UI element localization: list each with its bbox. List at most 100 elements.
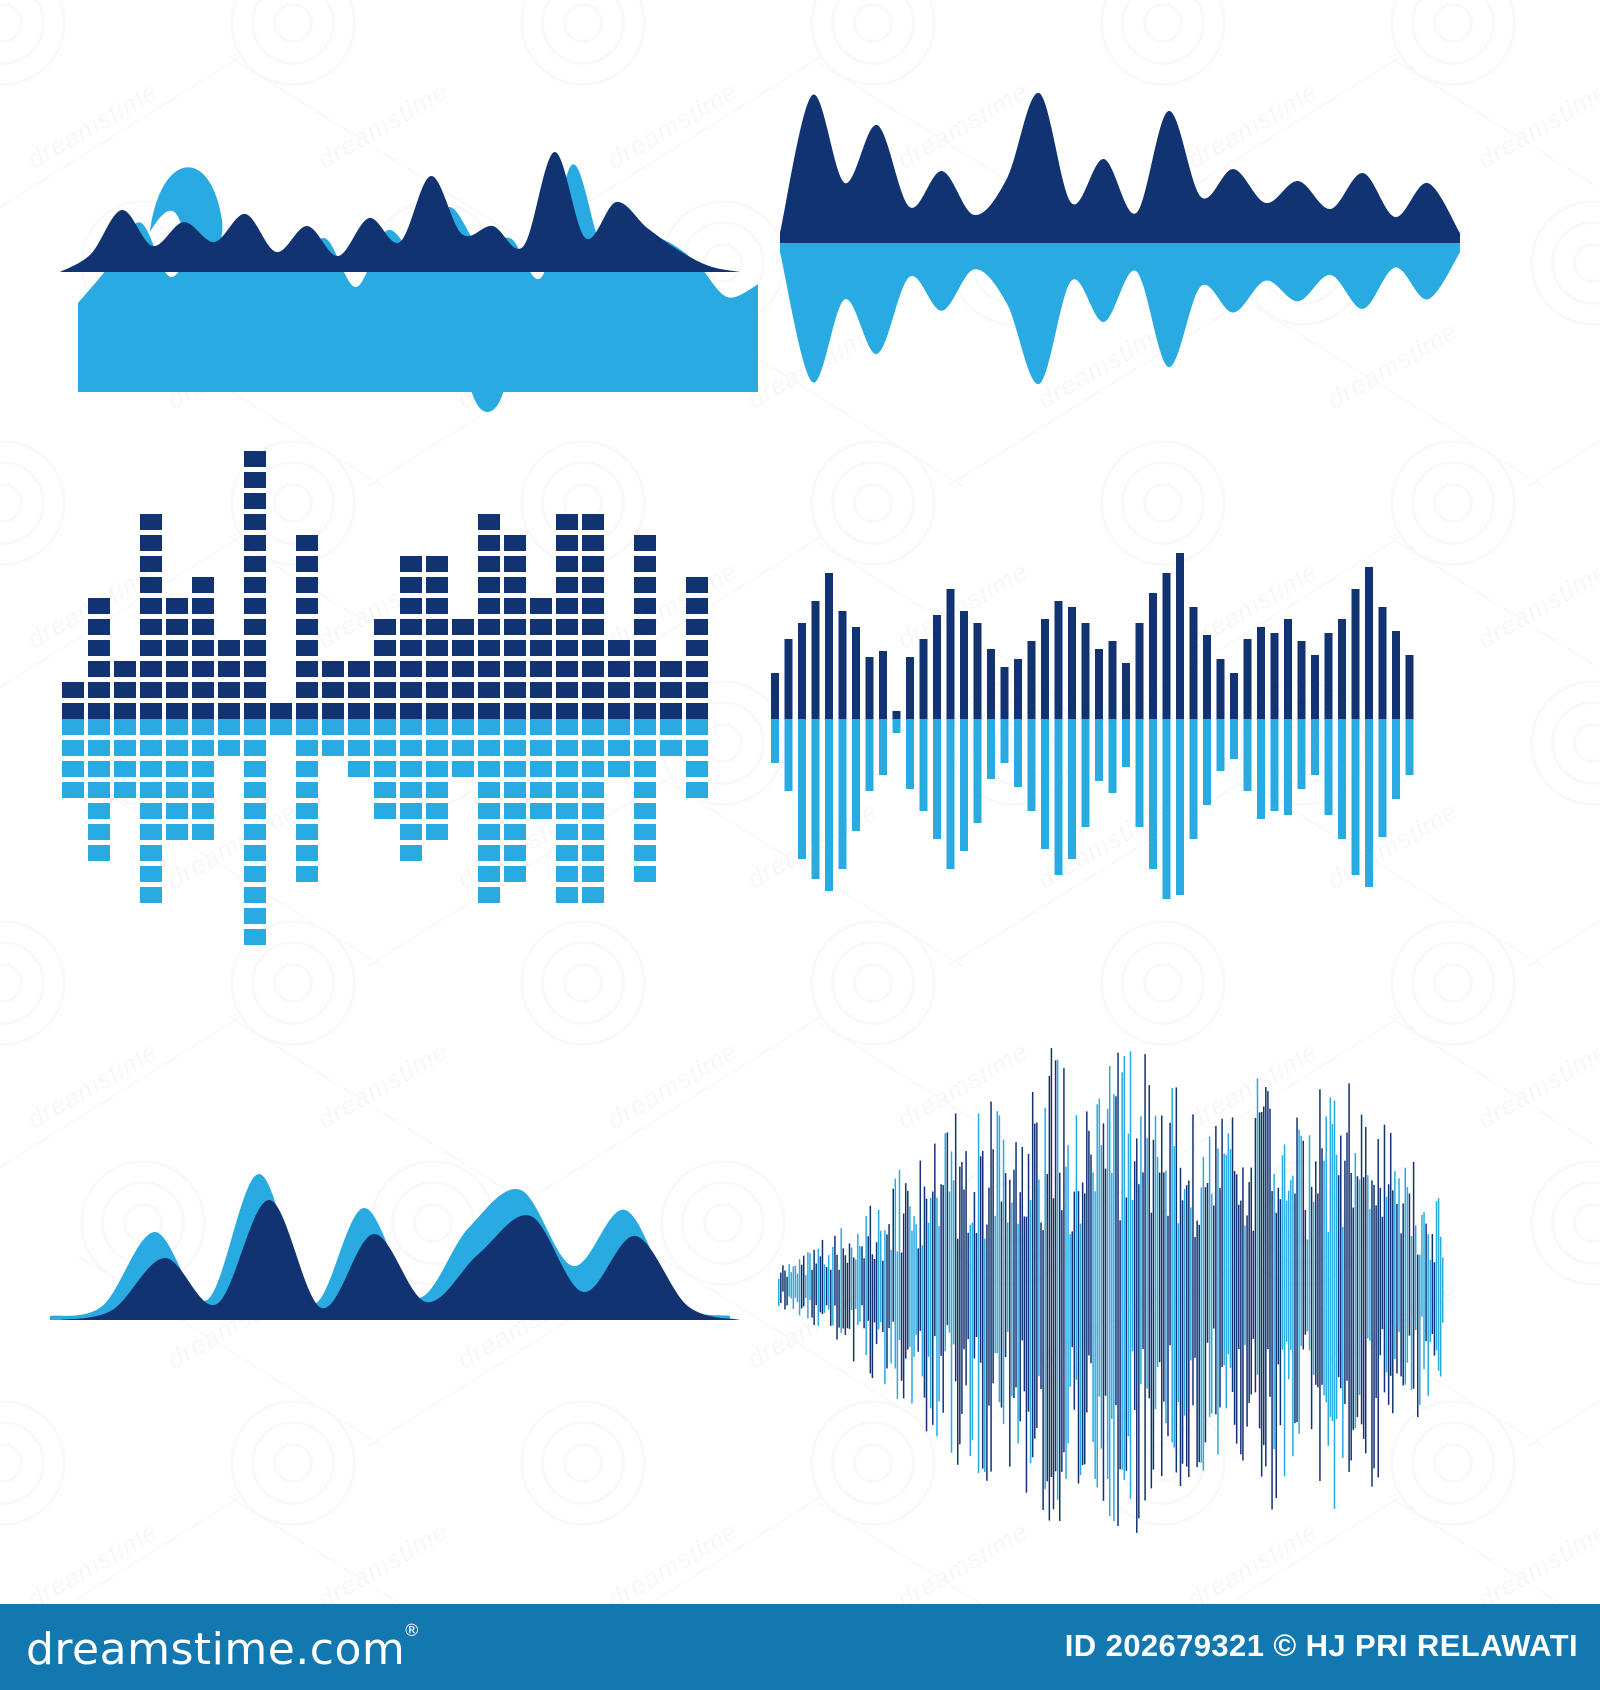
oscilloscope-line-light <box>984 1238 986 1473</box>
equalizer-block-navy <box>218 661 240 677</box>
equalizer-block-navy <box>452 661 474 677</box>
equalizer-column-down <box>374 719 396 819</box>
equalizer-block-light <box>478 782 500 798</box>
oscilloscope-line-navy <box>992 1149 994 1384</box>
equalizer-block-navy <box>296 556 318 572</box>
equalizer-block-navy <box>582 598 604 614</box>
thin-bar-light <box>960 719 968 851</box>
equalizer-block-navy <box>140 640 162 656</box>
equalizer-block-navy <box>62 682 84 698</box>
oscilloscope-line-navy <box>846 1262 849 1329</box>
equalizer-block-navy <box>400 619 422 635</box>
thin-bar-light <box>933 719 941 839</box>
thin-bar-navy <box>879 651 887 719</box>
equalizer-block-light <box>556 719 578 735</box>
equalizer-block-navy <box>452 682 474 698</box>
oscilloscope-line-light <box>971 1222 974 1441</box>
oscilloscope-line-navy <box>1381 1216 1384 1330</box>
oscilloscope-line-navy <box>1004 1173 1007 1358</box>
oscilloscope-line-navy <box>919 1160 922 1331</box>
oscilloscope-line-navy <box>1356 1176 1359 1418</box>
oscilloscope-line-navy <box>1242 1167 1244 1461</box>
equalizer-block-navy <box>686 577 708 593</box>
equalizer-block-navy <box>374 619 396 635</box>
equalizer-block-light <box>244 782 266 798</box>
registered-mark-icon: ® <box>403 1621 421 1641</box>
oscilloscope-line-light <box>823 1264 826 1313</box>
oscilloscope-line-light <box>855 1259 857 1309</box>
oscilloscope-line-light <box>1056 1059 1059 1500</box>
oscilloscope-line-navy <box>1231 1117 1234 1392</box>
equalizer-block-light <box>114 719 136 735</box>
oscilloscope-line-light <box>1325 1116 1327 1403</box>
equalizer-block-navy <box>374 703 396 719</box>
oscilloscope-line-navy <box>1344 1160 1346 1405</box>
equalizer-block-navy <box>244 451 266 467</box>
watermark-text: dreamstime <box>602 1035 744 1135</box>
oscilloscope-line-light <box>1075 1115 1078 1380</box>
equalizer-block-light <box>140 824 162 840</box>
oscilloscope-line-light <box>1223 1153 1225 1366</box>
oscilloscope-line-light <box>1292 1175 1294 1457</box>
equalizer-block-light <box>582 740 604 756</box>
equalizer-block-light <box>400 803 422 819</box>
equalizer-block-light <box>166 803 188 819</box>
thin-bar-light <box>1338 719 1346 839</box>
oscilloscope-line-navy <box>1054 1060 1057 1472</box>
equalizer-block-navy <box>296 598 318 614</box>
oscilloscope-line-navy <box>1240 1200 1242 1455</box>
equalizer-block-navy <box>686 640 708 656</box>
equalizer-column-down <box>686 719 708 798</box>
equalizer-block-navy <box>530 661 552 677</box>
oscilloscope-line-light <box>859 1246 861 1322</box>
equalizer-block-navy <box>114 661 136 677</box>
equalizer-block-navy <box>166 661 188 677</box>
equalizer-block-navy <box>166 640 188 656</box>
equalizer-block-light <box>218 719 240 735</box>
mirror-wave-lower <box>780 243 1460 385</box>
thin-bar-light <box>1230 719 1238 759</box>
oscilloscope-line-light <box>929 1197 932 1409</box>
equalizer-block-light <box>634 824 656 840</box>
thin-bar-light <box>771 719 779 763</box>
oscilloscope-line-navy <box>1277 1187 1280 1365</box>
oscilloscope-line-navy <box>1238 1204 1240 1350</box>
oscilloscope-line-light <box>827 1255 830 1310</box>
thin-bar-navy <box>906 657 914 719</box>
equalizer-block-navy <box>478 535 500 551</box>
oscilloscope-line-navy <box>1088 1130 1090 1356</box>
equalizer-block-light <box>244 845 266 861</box>
oscilloscope-line-navy <box>1267 1091 1269 1350</box>
oscilloscope-line-navy <box>1258 1112 1261 1429</box>
thin-bar-navy <box>784 639 793 719</box>
thin-bar-navy <box>1122 663 1130 719</box>
equalizer-block-navy <box>556 598 578 614</box>
oscilloscope-line-light <box>1190 1207 1192 1361</box>
oscilloscope-line-navy <box>967 1232 969 1340</box>
equalizer-block-light <box>582 782 604 798</box>
oscilloscope-line-navy <box>1265 1087 1267 1467</box>
equalizer-block-navy <box>400 682 422 698</box>
thin-bar-light <box>919 719 928 811</box>
oscilloscope-line-navy <box>882 1260 884 1332</box>
thin-bar-light <box>825 719 833 891</box>
watermark-diagonal-line <box>1526 1254 1600 1448</box>
equalizer-block-light <box>504 866 526 882</box>
equalizer-block-navy <box>582 640 604 656</box>
thin-bar-light <box>1081 719 1090 827</box>
watermark-spiral-icon <box>810 440 936 566</box>
equalizer-block-navy <box>140 682 162 698</box>
oscilloscope-line-navy <box>1425 1223 1427 1342</box>
equalizer-block-navy <box>556 640 578 656</box>
oscilloscope-line-navy <box>934 1143 936 1337</box>
equalizer-block-light <box>634 719 656 735</box>
oscilloscope-line-light <box>1113 1094 1115 1522</box>
oscilloscope-line-navy <box>1417 1254 1419 1418</box>
oscilloscope-line-navy <box>1373 1184 1375 1469</box>
oscilloscope-line-light <box>1106 1108 1109 1479</box>
watermark-spiral-icon <box>1530 200 1600 326</box>
oscilloscope-line-navy <box>780 1272 782 1304</box>
equalizer-block-navy <box>400 661 422 677</box>
equalizer-block-light <box>556 887 578 903</box>
oscilloscope-line-light <box>969 1224 971 1457</box>
